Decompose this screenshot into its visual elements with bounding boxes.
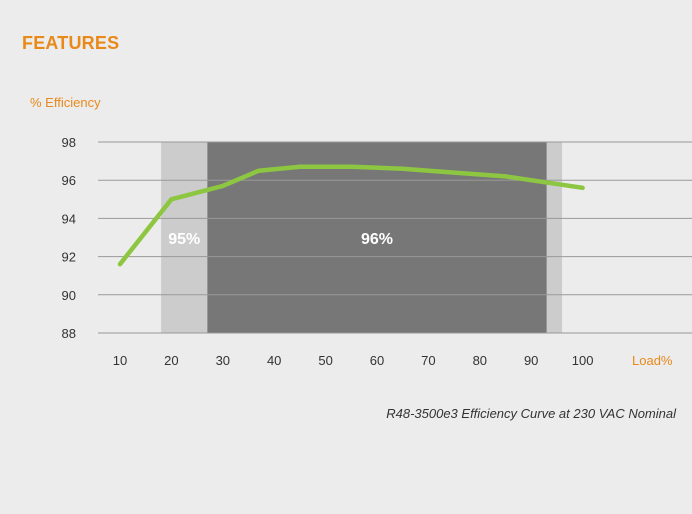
x-tick-layer: 10 20 30 40 50 60 70 80 90 100: [113, 353, 594, 368]
x-tick-label: 10: [113, 353, 127, 368]
band-label-light: 95%: [168, 231, 200, 248]
y-tick-label: 88: [62, 326, 76, 341]
band-label-dark: 96%: [361, 231, 393, 248]
page-title: FEATURES: [22, 33, 120, 53]
y-tick-label: 98: [62, 135, 76, 150]
chart-caption: R48-3500e3 Efficiency Curve at 230 VAC N…: [386, 406, 676, 421]
y-tick-label: 90: [62, 288, 76, 303]
y-axis-label: % Efficiency: [30, 95, 101, 110]
y-tick-label: 94: [62, 211, 76, 226]
x-axis-label: Load%: [632, 353, 673, 368]
y-tick-layer: 88 90 92 94 96 98: [62, 135, 76, 341]
x-tick-label: 70: [421, 353, 435, 368]
efficiency-curve-line: [117, 164, 585, 267]
x-tick-label: 20: [164, 353, 178, 368]
x-tick-label: 40: [267, 353, 281, 368]
x-tick-label: 50: [318, 353, 332, 368]
x-tick-label: 100: [572, 353, 594, 368]
y-tick-label: 92: [62, 250, 76, 265]
x-tick-label: 30: [216, 353, 230, 368]
curve-layer: [117, 164, 585, 267]
band-label-layer: 95% 96%: [168, 231, 393, 248]
x-tick-label: 80: [473, 353, 487, 368]
x-tick-label: 60: [370, 353, 384, 368]
y-tick-label: 96: [62, 173, 76, 188]
grid-layer: [98, 141, 692, 334]
x-tick-label: 90: [524, 353, 538, 368]
